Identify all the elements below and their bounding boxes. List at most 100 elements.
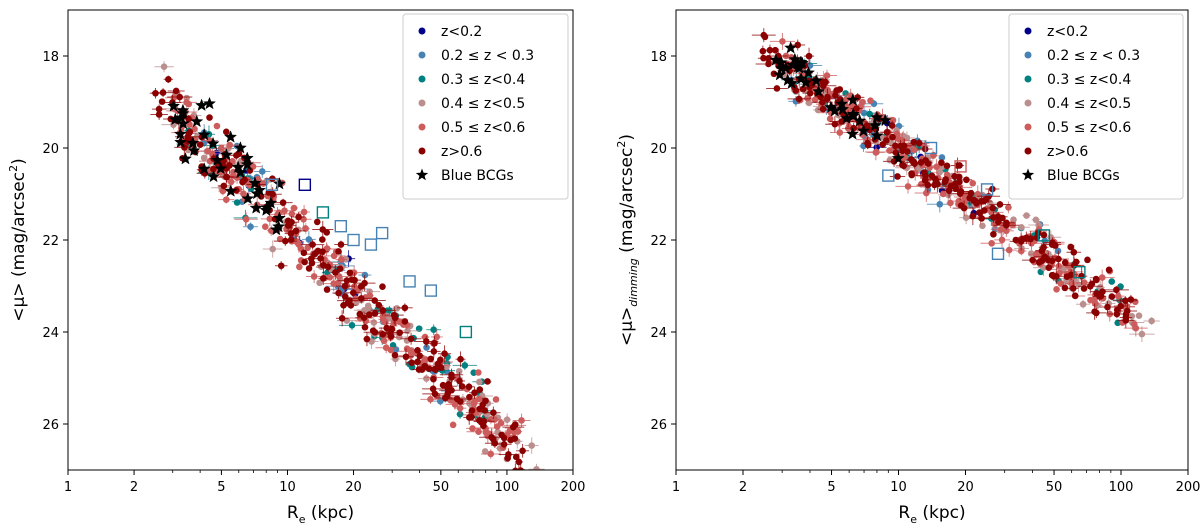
x-tick-label: 50: [1046, 480, 1063, 495]
data-point: [806, 89, 814, 97]
legend-item: z>0.6: [418, 144, 482, 160]
data-point: [889, 133, 896, 141]
y-label-suffix: ): [9, 158, 29, 165]
data-point-star: [190, 114, 204, 128]
data-point: [441, 350, 448, 358]
data-point: [152, 89, 159, 97]
data-point: [206, 114, 213, 121]
x-tick-label: 10: [279, 480, 296, 495]
data-point: [1122, 314, 1130, 321]
data-point: [960, 204, 968, 212]
x-label-sub: e: [299, 513, 306, 526]
data-point: [279, 199, 287, 206]
data-point: [326, 274, 334, 281]
data-point: [518, 417, 525, 424]
data-point: [894, 173, 901, 180]
y-label-mid: (mag/arcsec: [617, 148, 637, 259]
data-point: [1088, 280, 1096, 288]
data-point: [415, 325, 423, 332]
x-tick-label: 5: [217, 480, 225, 495]
data-point: [888, 122, 896, 129]
data-point: [246, 167, 254, 174]
legend-marker-star: [415, 168, 429, 181]
series-Blue BCGs: [769, 41, 905, 165]
legend-item: Blue BCGs: [415, 168, 514, 184]
data-point: [379, 330, 387, 338]
data-point: [470, 369, 478, 376]
data-point: [1061, 259, 1069, 266]
data-point: [910, 138, 918, 146]
data-point: [422, 338, 430, 345]
data-point: [1093, 276, 1100, 284]
data-point: [853, 105, 860, 112]
data-point: [391, 314, 399, 322]
data-point: [468, 407, 476, 414]
data-point: [305, 265, 313, 272]
data-point: [425, 365, 433, 372]
data-point: [836, 86, 844, 93]
data-point-star: [240, 157, 254, 171]
highlight-square: [298, 178, 312, 192]
data-point: [900, 162, 908, 170]
data-point-star: [856, 124, 871, 137]
legend-item: 0.4 ≤ z<0.5: [1024, 96, 1131, 112]
legend-marker: [1024, 123, 1032, 131]
data-point: [511, 435, 519, 442]
data-point: [439, 381, 447, 389]
data-point: [1113, 310, 1121, 318]
data-point: [338, 315, 346, 322]
data-point: [401, 318, 409, 325]
data-point-star: [784, 41, 798, 54]
legend-marker: [418, 99, 426, 107]
data-point: [1108, 278, 1116, 285]
data-point: [319, 236, 326, 243]
data-point: [904, 183, 912, 190]
data-point: [969, 212, 977, 220]
data-point: [476, 416, 483, 424]
data-point-star: [836, 102, 850, 116]
data-point-star: [868, 118, 882, 132]
data-point: [288, 236, 295, 243]
data-point: [1084, 256, 1091, 264]
legend-marker: [418, 75, 426, 83]
data-point: [309, 241, 316, 248]
data-point: [1067, 243, 1074, 251]
data-point: [938, 159, 945, 166]
data-point: [259, 180, 267, 187]
data-point: [1135, 312, 1143, 319]
data-point: [1104, 303, 1111, 311]
highlight-square: [364, 238, 378, 251]
data-point: [505, 451, 512, 458]
data-point: [281, 207, 288, 215]
data-point: [966, 194, 973, 202]
data-point: [1108, 293, 1116, 300]
data-point: [431, 339, 438, 347]
legend-label: 0.3 ≤ z<0.4: [1047, 72, 1131, 88]
data-point: [493, 423, 501, 430]
data-point: [305, 236, 313, 243]
legend-label: 0.3 ≤ z<0.4: [441, 72, 525, 88]
data-point: [476, 405, 484, 413]
highlight-square: [375, 226, 389, 240]
data-point-star: [167, 99, 181, 112]
data-point-star: [769, 53, 783, 66]
data-point: [872, 149, 880, 156]
data-point: [370, 319, 378, 326]
data-point: [491, 439, 499, 447]
data-point: [792, 87, 800, 94]
data-point: [498, 431, 505, 439]
x-label-suffix: (kpc): [917, 503, 966, 523]
legend-marker: [418, 123, 426, 131]
data-point: [936, 169, 943, 176]
y-tick-label: 26: [42, 418, 59, 433]
data-point: [222, 196, 230, 203]
data-point: [301, 258, 308, 266]
data-point: [1053, 273, 1060, 280]
data-point: [430, 348, 438, 355]
data-point: [1128, 312, 1136, 320]
data-point: [185, 115, 192, 123]
data-point-star: [224, 184, 238, 197]
data-point: [988, 240, 995, 247]
data-point-star: [846, 108, 860, 122]
data-point: [451, 401, 459, 408]
